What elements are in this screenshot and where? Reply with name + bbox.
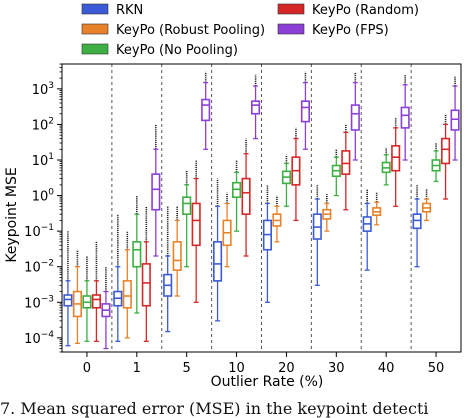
box [191,202,201,247]
box [63,294,73,307]
plot-frame [61,63,462,353]
box [151,173,161,211]
y-tick-label: 102 [32,116,54,133]
box [391,145,401,172]
x-tick-label: 30 [328,361,345,376]
x-tick-label: 0 [83,361,91,376]
legend-swatch [81,23,109,35]
y-tick-label: 10−1 [24,223,54,240]
plot-area: 10−4 10−3 10−2 10−1 100 101 102 103 0 1 5 10 20 30 40 5… [24,63,462,376]
legend-label: KeyPo (FPS) [312,23,389,38]
box [141,263,151,307]
legend-label: KeyPo (No Pooling) [116,43,238,58]
box [213,241,223,282]
box [450,109,460,131]
x-tick-label: 40 [378,361,395,376]
box [132,241,142,268]
box [122,280,132,309]
box [300,100,310,123]
y-tick-label: 10−4 [24,330,54,347]
box [172,241,182,271]
series-3 [91,113,451,342]
y-tick-label: 101 [32,152,54,169]
legend-swatch [81,3,109,15]
x-tick-label: 50 [428,361,445,376]
box [182,196,192,215]
x-tick-label: 1 [133,361,141,376]
legend: RKN KeyPo (Random) KeyPo (Robust Pooling) K… [81,3,419,58]
x-axis-label: Outlier Rate (%) [211,374,324,390]
y-tick-label: 10−2 [24,259,54,276]
box [91,294,101,309]
box [441,137,451,165]
legend-label: KeyPo (Random) [312,3,419,18]
series-1 [72,189,432,345]
legend-label: KeyPo (Robust Pooling) [116,23,265,38]
box [251,100,261,115]
legend-label: RKN [116,3,143,18]
box [341,150,351,175]
x-tick-label: 10 [228,361,245,376]
box [201,98,211,122]
y-tick-label: 103 [32,81,54,98]
box [400,106,410,129]
box [241,177,251,215]
x-tick-label: 5 [183,361,191,376]
legend-swatch [81,43,109,55]
legend-swatch [277,3,305,15]
legend-swatch [277,23,305,35]
x-tick-label: 20 [278,361,295,376]
series-2 [82,143,441,342]
box [350,104,360,131]
series-0 [63,178,422,347]
y-axis-label: Keypoint MSE [4,167,20,262]
box [412,213,422,230]
figure-caption: 7. Mean squared error (MSE) in the keypo… [0,400,429,418]
series-4 [101,71,460,350]
y-tick-label: 10−3 [24,294,54,311]
y-tick-label: 100 [32,188,55,205]
